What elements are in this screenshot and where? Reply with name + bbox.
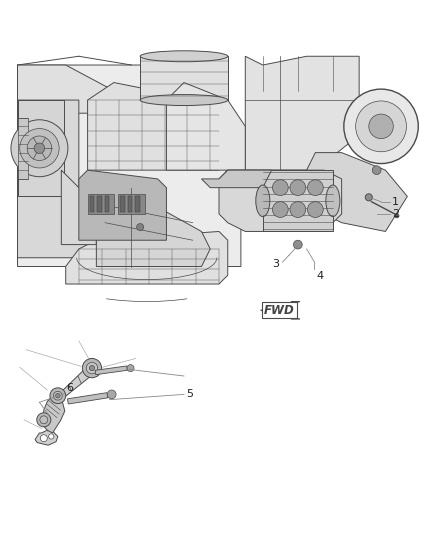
Polygon shape [61, 170, 96, 245]
Circle shape [82, 359, 102, 378]
Ellipse shape [140, 51, 228, 62]
Circle shape [40, 435, 47, 442]
Polygon shape [166, 83, 245, 170]
Polygon shape [88, 194, 114, 214]
Circle shape [307, 201, 323, 217]
Text: 5: 5 [186, 390, 193, 399]
Circle shape [137, 223, 144, 231]
Polygon shape [56, 367, 94, 398]
Text: 2: 2 [392, 209, 399, 219]
Polygon shape [96, 188, 210, 266]
Circle shape [127, 365, 134, 372]
Polygon shape [66, 231, 228, 284]
Ellipse shape [256, 185, 270, 216]
Text: 3: 3 [272, 259, 279, 269]
Text: FWD: FWD [264, 304, 294, 317]
Polygon shape [18, 100, 96, 258]
Circle shape [356, 101, 406, 152]
Text: 6: 6 [67, 383, 74, 393]
Polygon shape [120, 197, 125, 212]
Polygon shape [261, 302, 300, 319]
Text: 1: 1 [392, 197, 399, 207]
Polygon shape [95, 366, 127, 375]
FancyBboxPatch shape [262, 302, 297, 318]
Polygon shape [79, 170, 166, 240]
Polygon shape [219, 170, 342, 231]
Circle shape [107, 390, 116, 399]
Circle shape [50, 388, 66, 403]
Circle shape [53, 391, 62, 400]
Circle shape [372, 166, 381, 174]
Polygon shape [263, 170, 333, 231]
Polygon shape [43, 393, 65, 433]
Circle shape [11, 120, 68, 177]
Ellipse shape [140, 94, 228, 106]
Circle shape [395, 214, 399, 218]
Polygon shape [245, 56, 359, 170]
Circle shape [89, 366, 95, 371]
Polygon shape [90, 197, 94, 212]
Polygon shape [18, 65, 61, 205]
Polygon shape [18, 100, 64, 197]
Polygon shape [35, 430, 58, 445]
Circle shape [49, 434, 54, 439]
Circle shape [20, 128, 59, 168]
Polygon shape [18, 65, 131, 113]
Circle shape [293, 240, 302, 249]
Polygon shape [135, 197, 140, 212]
Polygon shape [18, 65, 241, 266]
Polygon shape [105, 197, 109, 212]
Polygon shape [118, 194, 145, 214]
Circle shape [290, 180, 306, 196]
Circle shape [369, 114, 393, 139]
Circle shape [56, 393, 60, 398]
Polygon shape [88, 83, 219, 170]
Circle shape [272, 201, 288, 217]
Circle shape [40, 416, 48, 424]
Ellipse shape [326, 185, 340, 216]
Circle shape [86, 362, 98, 374]
Circle shape [34, 143, 45, 154]
Circle shape [272, 180, 288, 196]
Circle shape [365, 194, 372, 201]
Polygon shape [140, 56, 228, 100]
Circle shape [290, 201, 306, 217]
Polygon shape [18, 118, 28, 179]
Polygon shape [97, 197, 102, 212]
Circle shape [37, 413, 51, 427]
Circle shape [344, 89, 418, 164]
Circle shape [27, 136, 52, 160]
Polygon shape [307, 152, 407, 231]
Text: 4: 4 [316, 271, 323, 281]
Polygon shape [67, 393, 108, 404]
Circle shape [307, 180, 323, 196]
Polygon shape [128, 197, 132, 212]
Polygon shape [201, 170, 272, 188]
